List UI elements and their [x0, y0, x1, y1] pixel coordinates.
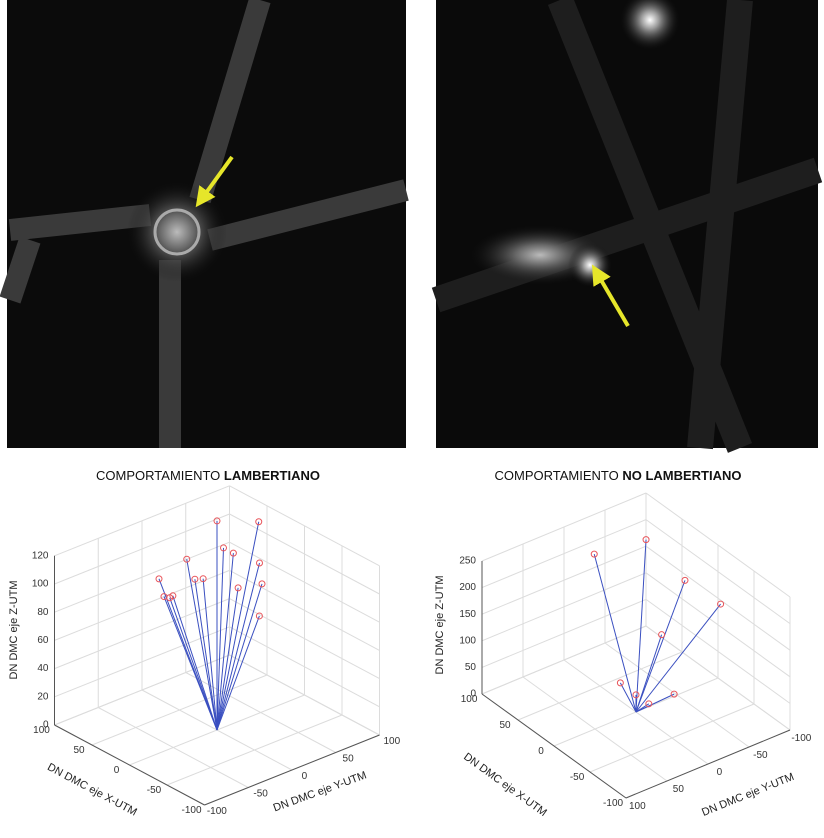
- y-tick-label: 50: [343, 754, 355, 765]
- aerial-image-right: [436, 0, 818, 448]
- title-emphasis: LAMBERTIANO: [224, 468, 320, 483]
- title-text: COMPORTAMIENTO: [494, 468, 618, 483]
- z-tick-label: 60: [37, 635, 49, 646]
- page: 0 20 40 60 80 100 120 -100 -50 0 50 100 -100 -50 0 50 10…: [0, 0, 824, 838]
- z-tick-label: 200: [459, 582, 476, 593]
- y-tick-label: -50: [253, 789, 268, 800]
- x-axis-label: DN DMC eje X-UTM: [45, 761, 139, 818]
- z-tick-label: 100: [32, 579, 49, 590]
- z-axis-label: DN DMC eje Z-UTM: [434, 576, 446, 675]
- x-tick-label: 100: [33, 725, 50, 736]
- z-axis-label: DN DMC eje Z-UTM: [8, 581, 20, 680]
- grid-line: [186, 673, 336, 753]
- data-line: [170, 598, 217, 730]
- y-tick-label: 0: [302, 771, 308, 782]
- x-tick-label: -100: [603, 798, 623, 809]
- data-line: [620, 683, 636, 712]
- figure: 0 20 40 60 80 100 120 -100 -50 0 50 100 -100 -50 0 50 10…: [0, 0, 824, 833]
- x-tick-label: 0: [538, 746, 544, 757]
- plot-title: COMPORTAMIENTO LAMBERTIANO: [96, 468, 320, 483]
- z-tick-label: 250: [459, 556, 476, 567]
- x-tick-label: -50: [147, 785, 162, 796]
- axis-line: [205, 735, 380, 805]
- axis-line: [55, 725, 205, 805]
- z-tick-label: 150: [459, 609, 476, 620]
- x-tick-label: 0: [114, 765, 120, 776]
- y-tick-label: 100: [384, 736, 401, 747]
- z-tick-label: 80: [37, 607, 49, 618]
- grid-line: [98, 708, 248, 788]
- y-axis-label: DN DMC eje Y-UTM: [700, 771, 796, 819]
- y-tick-label: -50: [753, 750, 768, 761]
- title-emphasis: NO LAMBERTIANO: [622, 468, 741, 483]
- y-tick-label: -100: [207, 806, 227, 817]
- data-line: [195, 579, 217, 730]
- x-tick-label: 50: [73, 745, 85, 756]
- x-tick-label: -100: [181, 805, 201, 816]
- z-tick-label: 40: [37, 663, 49, 674]
- y-tick-label: 100: [629, 801, 646, 812]
- z-tick-label: 20: [37, 691, 49, 702]
- x-tick-label: -50: [570, 772, 585, 783]
- x-tick-label: 100: [461, 694, 478, 705]
- aerial-image-left: [7, 0, 406, 448]
- title-text: COMPORTAMIENTO: [96, 468, 220, 483]
- data-line: [187, 559, 217, 730]
- data-line: [217, 616, 259, 730]
- x-axis-label: DN DMC eje X-UTM: [461, 751, 549, 819]
- plot-title: COMPORTAMIENTO NO LAMBERTIANO: [494, 468, 741, 483]
- y-tick-label: 0: [717, 767, 723, 778]
- x-tick-label: 50: [500, 720, 512, 731]
- plots: 0 20 40 60 80 100 120 -100 -50 0 50 100 -100 -50 0 50 10…: [8, 468, 812, 819]
- grid-line: [523, 677, 667, 781]
- y-tick-label: -100: [791, 733, 811, 744]
- y-axis-label: DN DMC eje Y-UTM: [272, 769, 369, 814]
- z-tick-label: 50: [465, 662, 477, 673]
- z-tick-label: 100: [459, 635, 476, 646]
- y-tick-label: 50: [673, 784, 685, 795]
- z-tick-label: 120: [32, 550, 49, 561]
